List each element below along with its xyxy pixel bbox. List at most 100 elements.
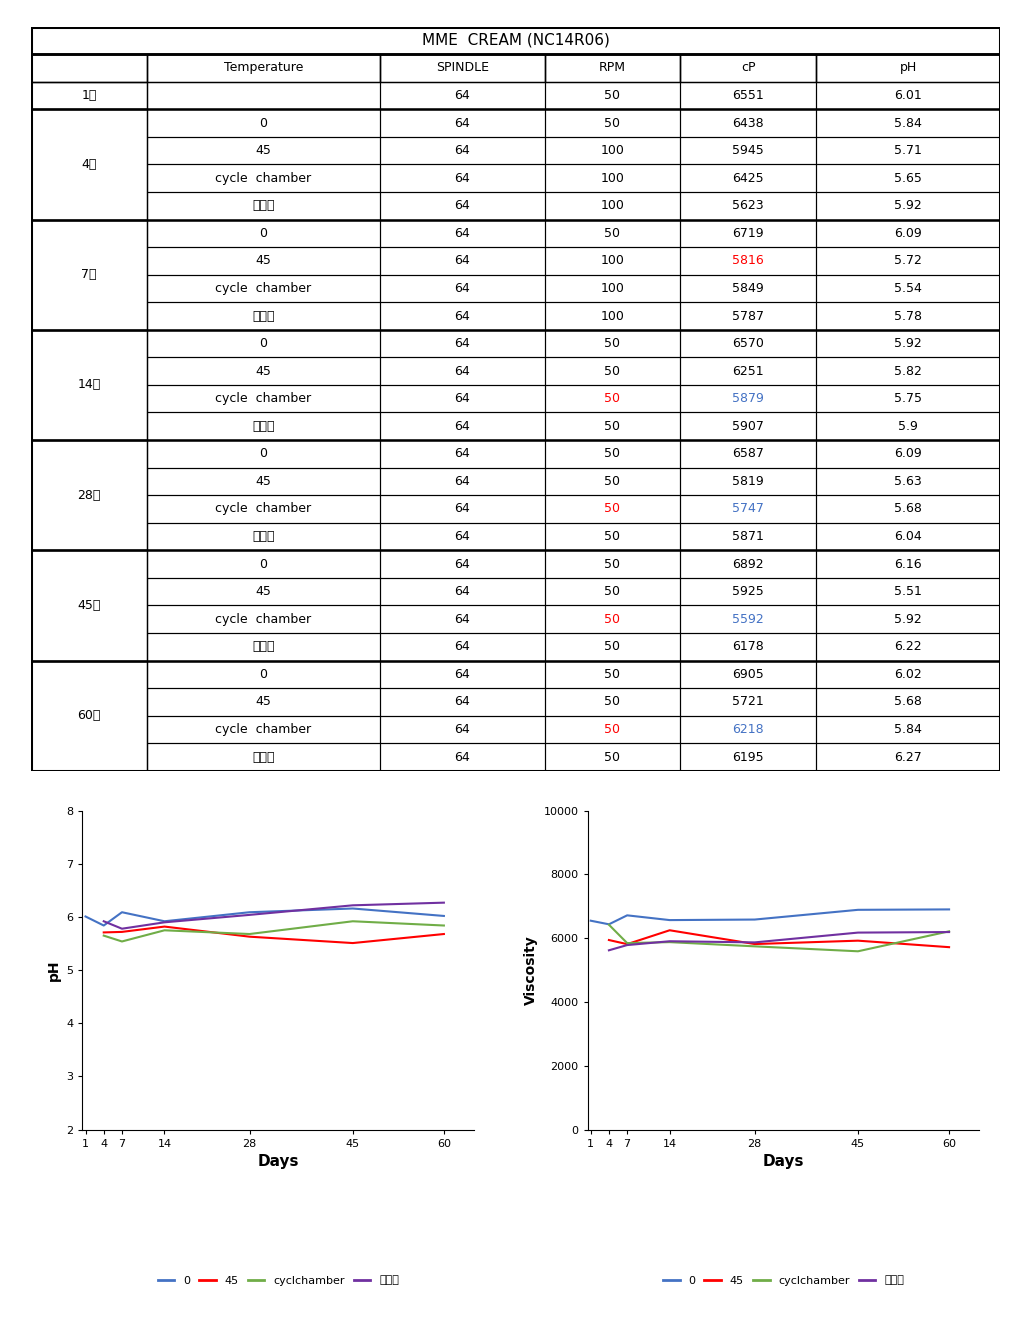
Text: 5747: 5747: [732, 502, 764, 516]
Bar: [147, 302, 379, 330]
Text: 64: 64: [455, 364, 470, 377]
Text: SPINDLE: SPINDLE: [436, 61, 489, 74]
Text: 5.92: 5.92: [894, 199, 922, 213]
Bar: [31, 550, 147, 661]
Bar: [147, 661, 379, 688]
Bar: [379, 302, 544, 330]
Bar: [147, 247, 379, 275]
Text: 6251: 6251: [732, 364, 764, 377]
Text: 5.72: 5.72: [894, 254, 922, 267]
Bar: [147, 385, 379, 412]
Bar: [544, 496, 680, 522]
Bar: [680, 606, 816, 633]
Bar: [816, 606, 1000, 633]
Bar: [680, 440, 816, 468]
Bar: [147, 165, 379, 191]
Bar: [680, 302, 816, 330]
Bar: [379, 550, 544, 578]
Text: 6.01: 6.01: [894, 89, 922, 102]
Bar: [680, 385, 816, 412]
Text: 5.65: 5.65: [894, 171, 922, 185]
Bar: [816, 688, 1000, 716]
Bar: [544, 468, 680, 496]
Text: 64: 64: [455, 530, 470, 544]
Text: 5.71: 5.71: [894, 144, 922, 157]
Bar: [816, 716, 1000, 743]
Text: 45: 45: [256, 585, 271, 598]
Bar: [544, 412, 680, 440]
Text: 5945: 5945: [732, 144, 764, 157]
Text: 자연광: 자연광: [253, 310, 275, 323]
Bar: [816, 358, 1000, 385]
Text: 6195: 6195: [732, 751, 764, 764]
Text: 7일: 7일: [81, 268, 97, 282]
Text: 64: 64: [455, 89, 470, 102]
Text: 50: 50: [604, 338, 621, 350]
Bar: [544, 137, 680, 165]
Text: 0: 0: [260, 338, 267, 350]
Text: 6.09: 6.09: [894, 227, 922, 239]
Text: 45: 45: [256, 695, 271, 708]
Bar: [31, 219, 147, 330]
Text: 자연광: 자연광: [253, 199, 275, 213]
Bar: [680, 358, 816, 385]
Bar: [147, 81, 379, 109]
Text: 50: 50: [604, 558, 621, 570]
Bar: [31, 661, 147, 771]
Text: 0: 0: [260, 558, 267, 570]
Bar: [379, 137, 544, 165]
Text: 0: 0: [260, 227, 267, 239]
Text: 6438: 6438: [732, 117, 764, 129]
Text: 5.54: 5.54: [894, 282, 922, 295]
Bar: [147, 137, 379, 165]
Text: 64: 64: [455, 227, 470, 239]
Bar: [816, 385, 1000, 412]
Bar: [544, 633, 680, 661]
Bar: [544, 275, 680, 302]
Text: 5.68: 5.68: [894, 695, 922, 708]
Text: 6.27: 6.27: [894, 751, 922, 764]
Bar: [680, 578, 816, 606]
Text: 0: 0: [260, 448, 267, 460]
Text: 64: 64: [455, 668, 470, 680]
Bar: [147, 54, 379, 81]
Bar: [379, 468, 544, 496]
Bar: [147, 219, 379, 247]
Bar: [816, 247, 1000, 275]
Text: 5.68: 5.68: [894, 502, 922, 516]
Text: 100: 100: [600, 254, 625, 267]
Text: 5.78: 5.78: [894, 310, 922, 323]
Text: 50: 50: [604, 448, 621, 460]
Bar: [816, 661, 1000, 688]
Bar: [544, 606, 680, 633]
Bar: [816, 137, 1000, 165]
Text: cycle  chamber: cycle chamber: [215, 171, 311, 185]
Bar: [379, 578, 544, 606]
Text: 5.84: 5.84: [894, 117, 922, 129]
Bar: [680, 54, 816, 81]
Bar: [379, 191, 544, 219]
Text: 64: 64: [455, 282, 470, 295]
Text: 28일: 28일: [77, 489, 101, 501]
Text: 45: 45: [256, 254, 271, 267]
Text: 64: 64: [455, 585, 470, 598]
Bar: [147, 440, 379, 468]
Bar: [147, 606, 379, 633]
Text: 5623: 5623: [732, 199, 764, 213]
Text: 자연광: 자연광: [253, 751, 275, 764]
Text: 6.09: 6.09: [894, 448, 922, 460]
Text: 64: 64: [455, 144, 470, 157]
Text: 6218: 6218: [732, 723, 764, 736]
Text: 100: 100: [600, 144, 625, 157]
Text: 5721: 5721: [732, 695, 764, 708]
Text: 5.63: 5.63: [894, 474, 922, 488]
Text: 4일: 4일: [81, 158, 97, 171]
Text: 5.84: 5.84: [894, 723, 922, 736]
Text: 6.16: 6.16: [894, 558, 922, 570]
Text: 자연광: 자연광: [253, 420, 275, 433]
Bar: [544, 219, 680, 247]
Bar: [147, 550, 379, 578]
Bar: [544, 522, 680, 550]
Bar: [816, 550, 1000, 578]
Text: 45: 45: [256, 144, 271, 157]
